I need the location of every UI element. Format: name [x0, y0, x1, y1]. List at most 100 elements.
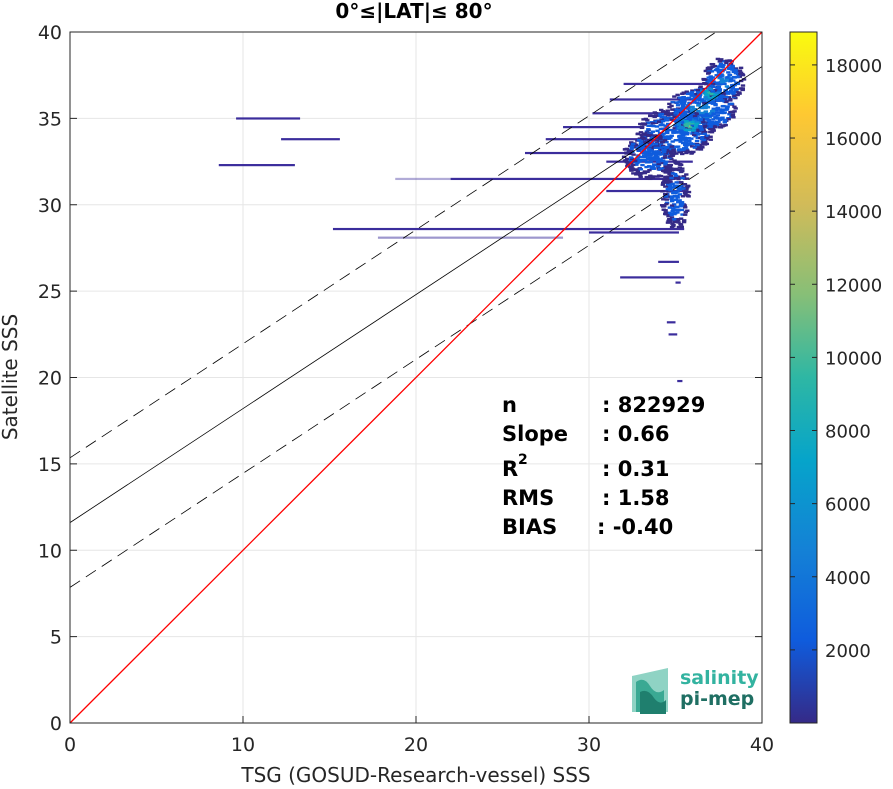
density-segment — [236, 117, 301, 120]
density-cell — [664, 201, 670, 204]
stat-value-rms: : 1.58 — [602, 486, 670, 510]
density-cell — [685, 149, 690, 152]
density-cell — [650, 176, 656, 179]
density-cell — [684, 177, 690, 180]
density-cell — [630, 168, 635, 172]
density-cell — [661, 151, 667, 154]
density-cell — [721, 91, 726, 95]
density-cell — [654, 120, 659, 123]
density-cell — [662, 139, 668, 142]
density-cell — [701, 138, 707, 142]
density-cell — [695, 88, 701, 92]
density-cell — [663, 154, 668, 157]
x-tick-label: 40 — [750, 734, 774, 756]
density-cell — [669, 212, 675, 215]
density-cell — [715, 111, 721, 114]
x-axis-label: TSG (GOSUD-Research-vessel) SSS — [240, 763, 590, 787]
density-cell — [648, 174, 653, 177]
density-segment — [609, 98, 702, 101]
density-cell — [683, 193, 688, 196]
density-cell — [670, 186, 675, 189]
density-cell — [659, 108, 664, 112]
density-cell — [656, 157, 661, 161]
density-cell — [726, 86, 731, 89]
density-cell — [684, 90, 689, 93]
density-cell — [671, 217, 677, 221]
density-cell — [726, 71, 731, 74]
density-cell — [718, 117, 724, 120]
density-cell — [664, 116, 670, 120]
density-segment — [623, 82, 719, 86]
density-cell — [713, 88, 718, 92]
colorbar-tick-label: 8000 — [825, 422, 871, 443]
density-cell — [646, 124, 651, 127]
density-cell — [624, 151, 629, 154]
density-cell — [706, 71, 712, 74]
density-cell — [735, 72, 741, 76]
density-cell — [638, 158, 644, 162]
density-cell — [669, 213, 674, 217]
density-cell — [691, 107, 696, 111]
density-cell — [663, 165, 668, 168]
density-segment — [666, 321, 676, 324]
density-cell — [721, 124, 726, 127]
density-cell — [677, 148, 682, 151]
density-cell — [740, 84, 746, 87]
y-tick-label: 30 — [38, 195, 62, 217]
density-cell — [711, 118, 716, 121]
density-segment — [658, 260, 679, 263]
density-cell — [694, 131, 699, 135]
density-cell — [672, 172, 678, 176]
density-cell — [676, 187, 681, 190]
density-cell — [675, 162, 680, 165]
density-cell — [732, 76, 737, 79]
density-cell — [660, 123, 665, 126]
density-cell — [681, 115, 687, 119]
density-cell — [657, 134, 663, 138]
density-cell — [646, 161, 651, 164]
density-cell — [635, 132, 640, 136]
density-cell — [661, 169, 666, 173]
density-cell — [698, 113, 704, 117]
colorbar-tick-label: 16000 — [825, 129, 882, 150]
density-cell — [705, 117, 710, 120]
density-cell — [673, 175, 678, 179]
density-cell — [682, 138, 687, 141]
density-cell — [659, 112, 665, 116]
density-cell — [625, 157, 630, 161]
density-cell — [659, 115, 664, 119]
density-cell — [715, 114, 721, 117]
density-cell — [629, 141, 634, 144]
density-cell — [665, 171, 671, 174]
density-cell — [651, 114, 656, 118]
lower-confidence-line — [69, 130, 763, 588]
density-cell — [711, 107, 716, 111]
density-cell — [667, 186, 673, 190]
density-cell — [663, 175, 668, 179]
density-cell — [666, 112, 671, 116]
density-cell — [699, 98, 705, 101]
density-cell — [716, 91, 722, 94]
density-cell — [732, 94, 737, 98]
density-cell — [685, 92, 691, 96]
density-cell — [664, 127, 669, 130]
density-cell — [673, 139, 679, 142]
density-cell — [724, 79, 729, 82]
density-cell — [703, 110, 709, 113]
density-cell — [738, 73, 743, 76]
density-cell — [665, 128, 671, 132]
density-cell — [718, 64, 724, 67]
density-cell — [657, 153, 662, 156]
density-cell — [724, 77, 729, 80]
density-cell — [678, 181, 684, 184]
density-cell — [703, 142, 708, 146]
density-cell — [676, 221, 681, 224]
density-cell — [679, 208, 685, 212]
density-cell — [669, 197, 674, 201]
density-cell — [641, 171, 647, 174]
density-cell — [705, 80, 710, 83]
density-cell — [717, 123, 722, 126]
density-cell — [714, 90, 719, 93]
density-cell — [669, 204, 675, 207]
density-cell — [706, 76, 711, 79]
